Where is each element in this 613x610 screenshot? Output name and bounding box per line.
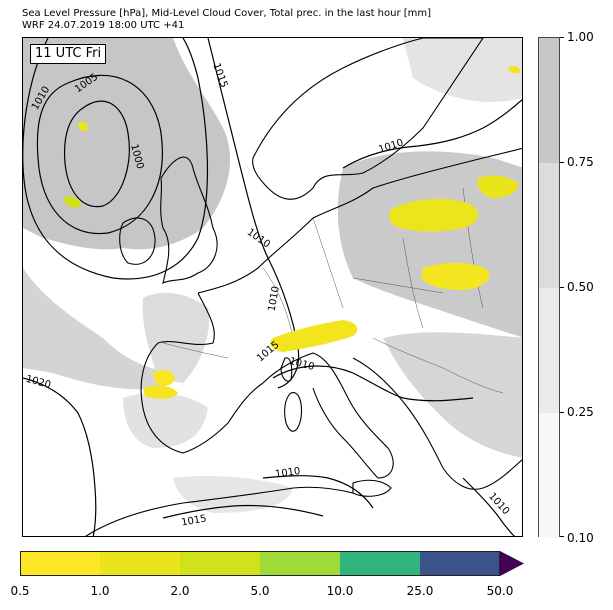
precip-alps bbox=[270, 320, 358, 352]
weather-map[interactable]: 1010 1005 1000 1015 1010 1010 1010 1015 … bbox=[22, 37, 523, 537]
cloud-scandinavia bbox=[403, 38, 522, 102]
isobar-1015-south bbox=[162, 504, 324, 519]
cloud-tick-label: 0.10 bbox=[567, 531, 594, 545]
precip-band bbox=[180, 551, 260, 576]
isobar-label: 1020 bbox=[24, 374, 51, 391]
coast-north-africa bbox=[85, 486, 354, 536]
precip-band bbox=[20, 551, 100, 576]
precip-band bbox=[420, 551, 500, 576]
precip-band bbox=[100, 551, 180, 576]
isobar-label: 1010 bbox=[274, 466, 301, 480]
cloud-tick bbox=[560, 162, 564, 163]
cloud-biscay bbox=[142, 292, 209, 383]
precip-north-sea bbox=[508, 65, 520, 74]
borders-layer bbox=[162, 187, 504, 394]
isobar-1010-central bbox=[272, 365, 474, 402]
precip-tick-label: 25.0 bbox=[406, 584, 434, 598]
isobar-label: 1015 bbox=[255, 339, 282, 364]
precip-band bbox=[260, 551, 340, 576]
border-central-1 bbox=[262, 267, 294, 339]
valid-time-label: 11 UTC Fri bbox=[30, 44, 107, 64]
cloud-band bbox=[539, 413, 559, 538]
precip-tick-label: 5.0 bbox=[250, 584, 270, 598]
cloud-atlantic-north bbox=[23, 38, 231, 250]
cloud-iberia bbox=[123, 392, 208, 448]
cloud-tick-label: 1.00 bbox=[567, 30, 594, 44]
border-central-3 bbox=[352, 277, 444, 294]
precip-extend-arrow bbox=[500, 551, 524, 576]
precip-cb-frame bbox=[20, 551, 500, 576]
coast-scandinavia bbox=[252, 38, 484, 200]
isobar-label: 1010 bbox=[486, 491, 511, 517]
cloud-band bbox=[539, 288, 559, 413]
border-east bbox=[462, 187, 484, 309]
cloud-north-africa bbox=[173, 476, 293, 513]
isobar-1010-south bbox=[262, 475, 374, 509]
precip-atlantic bbox=[63, 196, 81, 208]
precip-poland bbox=[421, 262, 490, 290]
isobar-low-1000 bbox=[63, 100, 130, 208]
isobar-label: 1010 bbox=[267, 285, 282, 312]
coast-adriatic-balkans bbox=[352, 357, 522, 490]
precip-east bbox=[477, 175, 518, 198]
cloud-atlantic-west bbox=[23, 268, 173, 390]
coast-continent-north bbox=[197, 147, 522, 294]
precip-scotland bbox=[78, 121, 89, 132]
coast-italy bbox=[262, 352, 394, 479]
cloud-cover-colorbar bbox=[538, 37, 560, 538]
precip-tick-label: 1.0 bbox=[90, 584, 110, 598]
coast-sardinia bbox=[284, 392, 303, 432]
isobar-layer bbox=[23, 38, 522, 536]
isobar-1010-west bbox=[23, 38, 209, 280]
cloud-tick-label: 0.25 bbox=[567, 405, 594, 419]
isobar-1010-north bbox=[342, 98, 522, 169]
cloud-tick bbox=[560, 536, 564, 537]
cloud-tick bbox=[560, 412, 564, 413]
precip-tick-label: 50.0 bbox=[486, 584, 514, 598]
coast-biscay-iberia bbox=[140, 292, 264, 454]
isobar-1020 bbox=[23, 377, 97, 536]
precip-layer bbox=[63, 65, 520, 399]
precip-germany bbox=[388, 198, 479, 232]
cloud-tick-label: 0.50 bbox=[567, 280, 594, 294]
precip-band bbox=[340, 551, 420, 576]
cloud-cover-layer bbox=[23, 38, 522, 513]
precip-tick-label: 10.0 bbox=[326, 584, 354, 598]
cloud-central-europe bbox=[337, 151, 522, 338]
cloud-band bbox=[539, 163, 559, 288]
cloud-tick bbox=[560, 37, 564, 38]
precip-colorbar bbox=[20, 551, 524, 576]
border-balkans bbox=[372, 337, 504, 394]
border-central-4 bbox=[402, 237, 424, 329]
coast-ireland bbox=[119, 217, 156, 265]
isobar-low-1005 bbox=[36, 74, 163, 235]
cloud-tick-label: 0.75 bbox=[567, 155, 594, 169]
map-canvas: 1010 1005 1000 1015 1010 1010 1010 1015 … bbox=[23, 38, 522, 536]
precip-iberia bbox=[153, 370, 175, 386]
cloud-tick bbox=[560, 287, 564, 288]
precip-tick-label: 0.5 bbox=[10, 584, 30, 598]
isobar-label: 1010 bbox=[245, 227, 272, 251]
model-run-subtitle: WRF 24.07.2019 18:00 UTC +41 bbox=[22, 20, 185, 31]
cloud-balkans bbox=[383, 332, 522, 458]
cloud-band bbox=[539, 38, 559, 163]
isobar-1015-north bbox=[207, 38, 300, 389]
isobar-label: 1015 bbox=[180, 513, 207, 528]
precip-spain-center bbox=[143, 385, 178, 399]
border-france-spain bbox=[162, 342, 229, 359]
border-central-2 bbox=[312, 217, 344, 309]
coastline-layer bbox=[85, 38, 522, 536]
isobar-1010-southeast bbox=[462, 477, 516, 536]
isobar-label: 1015 bbox=[210, 62, 229, 90]
precip-tick-label: 2.0 bbox=[170, 584, 190, 598]
chart-title: Sea Level Pressure [hPa], Mid-Level Clou… bbox=[22, 8, 432, 19]
coast-sicily bbox=[352, 479, 392, 497]
coast-great-britain bbox=[160, 156, 218, 285]
